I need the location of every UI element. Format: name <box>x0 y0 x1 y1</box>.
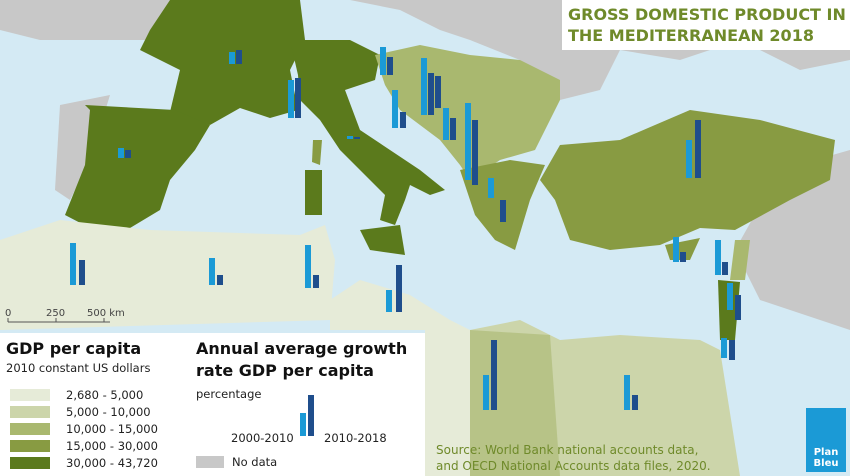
sicily <box>360 225 405 255</box>
france <box>140 0 305 125</box>
spain <box>65 105 210 228</box>
bar-2000-2010 <box>70 243 76 285</box>
bar-2010-2018 <box>400 112 406 128</box>
legend-title: rate GDP per capita <box>196 361 374 380</box>
bar-2000-2010 <box>229 52 235 64</box>
legend-swatch <box>10 440 50 452</box>
scale-label: 0 <box>5 308 12 319</box>
turkey <box>540 110 835 250</box>
legend-item: No data <box>196 455 277 469</box>
syria-iraq <box>735 150 850 330</box>
title-line: THE MEDITERRANEAN 2018 <box>568 26 814 45</box>
legend-item: 10,000 - 15,000 <box>10 422 158 436</box>
bar-2000-2010 <box>386 290 392 312</box>
source-line: and OECD National Accounts data files, 2… <box>436 459 711 473</box>
bar-2000-2010 <box>715 240 721 275</box>
bar-2000-2010 <box>673 237 679 262</box>
legend-bar <box>308 395 314 436</box>
legend-period: 2000-2010 <box>231 431 294 445</box>
bar-2000-2010 <box>465 103 471 180</box>
bar-2010-2018 <box>729 340 735 360</box>
maghreb <box>0 220 335 330</box>
legend-swatch <box>10 423 50 435</box>
logo-text: Bleu <box>813 458 839 469</box>
bar-2000-2010 <box>421 58 427 115</box>
bar-2000-2010 <box>443 108 449 140</box>
bar-2010-2018 <box>500 200 506 222</box>
bar-2010-2018 <box>735 295 741 320</box>
legend-label: 5,000 - 10,000 <box>66 405 151 419</box>
bar-2010-2018 <box>396 265 402 312</box>
legend-bars <box>300 395 314 436</box>
legend-label: 10,000 - 15,000 <box>66 422 158 436</box>
bar-2000-2010 <box>483 375 489 410</box>
bar-2000-2010 <box>488 178 494 198</box>
legend-label: 30,000 - 43,720 <box>66 456 158 470</box>
legend-title: GDP per capita <box>6 339 142 358</box>
bar-2010-2018 <box>387 57 393 75</box>
sardinia <box>305 170 322 215</box>
legend-title: Annual average growth <box>196 339 408 358</box>
legend-bar <box>300 413 306 436</box>
legend-item: 2,680 - 5,000 <box>10 388 143 402</box>
legend-swatch <box>196 456 224 468</box>
legend-item: 30,000 - 43,720 <box>10 456 158 470</box>
bar-2010-2018 <box>79 260 85 285</box>
bar-2010-2018 <box>632 395 638 410</box>
title-line: GROSS DOMESTIC PRODUCT IN <box>568 5 846 24</box>
corsica <box>312 140 322 165</box>
bar-2010-2018 <box>236 50 242 64</box>
source-line: Source: World Bank national accounts dat… <box>436 443 699 457</box>
bar-2010-2018 <box>217 275 223 285</box>
bar-2010-2018 <box>428 73 434 115</box>
bar-2000-2010 <box>721 338 727 358</box>
italy <box>290 40 445 225</box>
legend-swatch <box>10 406 50 418</box>
lebanon <box>730 240 750 280</box>
legend: GDP per capita 2010 constant US dollars … <box>0 333 425 476</box>
bar-2000-2010 <box>686 140 692 178</box>
bar-2010-2018 <box>491 340 497 410</box>
growth-bars <box>70 47 741 410</box>
bar-2000-2010 <box>118 148 124 158</box>
bar-2010-2018 <box>313 275 319 288</box>
bar-2010-2018 <box>295 78 301 118</box>
bar-2010-2018 <box>125 150 131 158</box>
bar-2000-2010 <box>288 80 294 118</box>
logo: Plan Bleu <box>806 408 846 472</box>
legend-swatch <box>10 389 50 401</box>
land-gray <box>0 0 170 40</box>
legend-label: 15,000 - 30,000 <box>66 439 158 453</box>
title-box: GROSS DOMESTIC PRODUCT IN THE MEDITERRAN… <box>562 0 850 50</box>
bar-2010-2018 <box>354 137 360 139</box>
bar-2000-2010 <box>624 375 630 410</box>
bar-2010-2018 <box>722 262 728 275</box>
bar-2010-2018 <box>680 252 686 262</box>
legend-item: 5,000 - 10,000 <box>10 405 151 419</box>
bar-2000-2010 <box>209 258 215 285</box>
legend-label: No data <box>232 455 278 469</box>
bar-2010-2018 <box>472 120 478 185</box>
logo-text: Plan <box>813 447 839 458</box>
legend-subtitle: 2010 constant US dollars <box>6 361 151 375</box>
bar-2000-2010 <box>305 245 311 288</box>
bar-2000-2010 <box>380 47 386 75</box>
source: Source: World Bank national accounts dat… <box>436 442 711 474</box>
bar-2000-2010 <box>347 136 353 139</box>
bar-2000-2010 <box>727 283 733 310</box>
legend-item: 15,000 - 30,000 <box>10 439 158 453</box>
bar-2010-2018 <box>695 120 701 178</box>
libya <box>330 280 470 476</box>
bar-2010-2018 <box>450 118 456 140</box>
scale-label: 500 km <box>87 308 125 319</box>
legend-subtitle: percentage <box>196 387 262 401</box>
legend-label: 2,680 - 5,000 <box>66 388 144 402</box>
scale-label: 250 <box>46 308 66 319</box>
bar-2010-2018 <box>435 76 441 108</box>
legend-period: 2010-2018 <box>324 431 387 445</box>
bar-2000-2010 <box>392 90 398 128</box>
legend-swatch <box>10 457 50 469</box>
